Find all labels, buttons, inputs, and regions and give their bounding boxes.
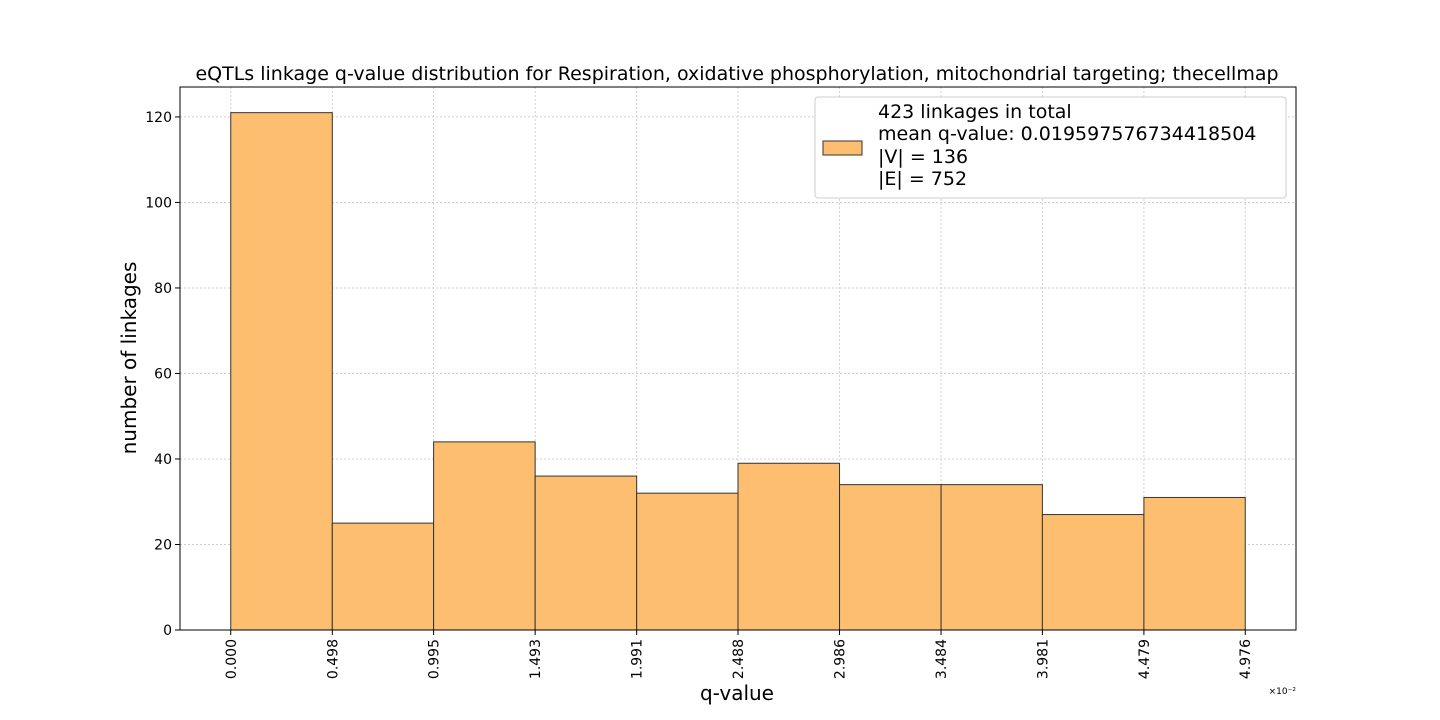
histogram-bar (940, 484, 1043, 631)
histogram-bar (839, 484, 942, 631)
x-tick-label: 2.986 (833, 639, 849, 679)
legend: 423 linkages in total mean q-value: 0.01… (814, 96, 1287, 199)
x-tick-label: 3.981 (1035, 639, 1051, 679)
y-axis-ticks: 0 20 40 60 80 100 120 (145, 110, 180, 639)
legend-line-mean: mean q-value: 0.019597576734418504 (878, 123, 1256, 145)
x-tick-label: 2.488 (731, 639, 747, 679)
legend-swatch (822, 140, 863, 156)
x-tick-label: 0.498 (325, 639, 341, 679)
histogram-bar (331, 522, 435, 631)
y-tick-label: 100 (145, 195, 172, 211)
y-tick-label: 40 (154, 452, 172, 468)
y-tick-label: 80 (154, 281, 172, 297)
y-tick-label: 120 (145, 110, 172, 126)
y-axis-label: number of linkages (117, 262, 141, 455)
bars (230, 112, 1246, 631)
y-tick-label: 0 (163, 623, 172, 639)
x-tick-label: 1.493 (528, 639, 544, 679)
legend-box (814, 96, 1287, 199)
histogram-bar (433, 441, 536, 631)
legend-line-vertices: |V| = 136 (878, 146, 968, 168)
legend-line-total: 423 linkages in total (878, 101, 1072, 123)
x-tick-label: 4.976 (1238, 639, 1254, 679)
y-tick-label: 60 (154, 366, 172, 382)
histogram-bar (737, 462, 841, 631)
x-tick-label: 0.000 (224, 639, 240, 679)
chart-title: eQTLs linkage q-value distribution for R… (195, 63, 1278, 85)
x-tick-label: 3.484 (934, 639, 950, 679)
x-tick-label: 0.995 (427, 639, 443, 679)
histogram-bar (230, 112, 333, 631)
x-axis-ticks: 0.000 0.498 0.995 1.493 1.991 2.488 2.986 3.484… (224, 630, 1254, 679)
x-tick-label: 1.991 (630, 639, 646, 679)
histogram-bar (534, 475, 638, 631)
histogram-bar (1143, 496, 1246, 631)
x-axis-scale-label: ×10⁻² (1269, 687, 1297, 697)
x-axis-label: q-value (700, 681, 774, 705)
legend-line-edges: |E| = 752 (878, 168, 967, 190)
histogram-bar (636, 492, 739, 631)
y-tick-label: 20 (154, 537, 172, 553)
histogram-bar (1041, 514, 1145, 631)
x-tick-label: 4.479 (1137, 639, 1153, 679)
